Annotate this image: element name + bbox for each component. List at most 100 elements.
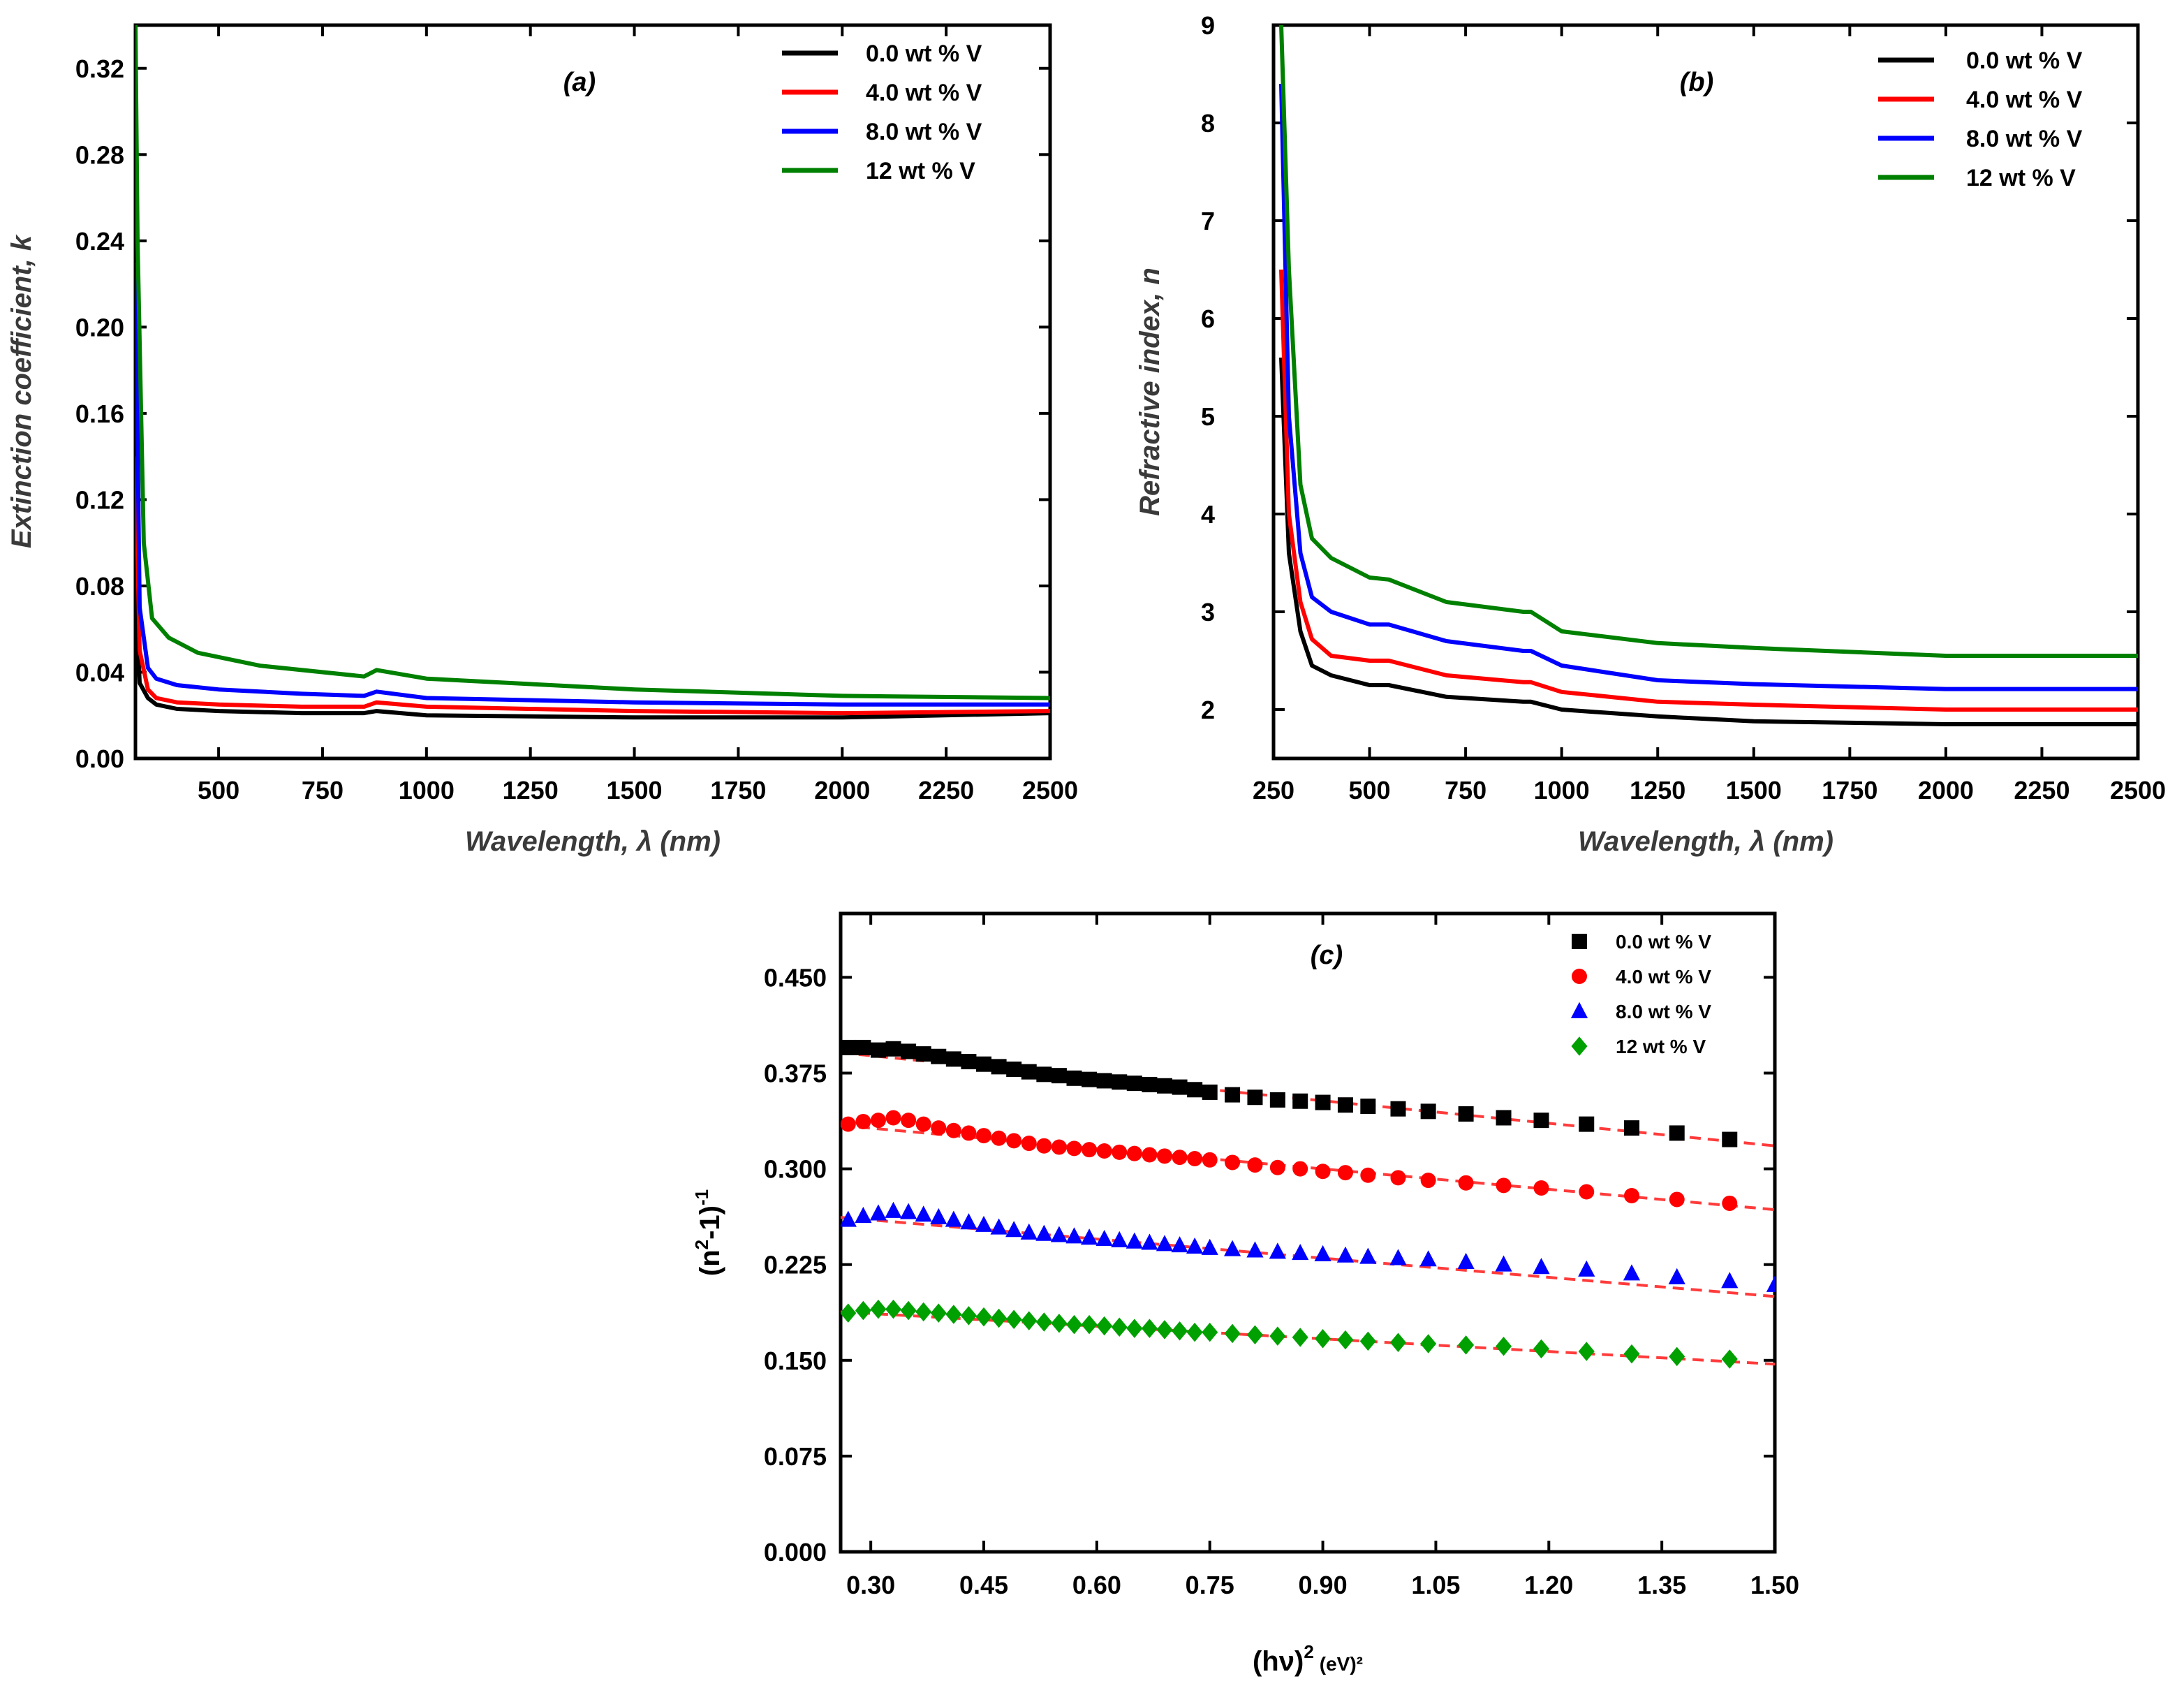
x-tick-label: 1500 <box>606 776 662 805</box>
x-tick-label: 1.05 <box>1411 1571 1460 1599</box>
data-point <box>1496 1110 1512 1126</box>
legend-label: 8.0 wt % V <box>1966 126 2083 152</box>
data-point <box>841 1210 857 1227</box>
data-point <box>1669 1191 1685 1208</box>
data-point <box>901 1043 917 1059</box>
data-point <box>869 1204 887 1221</box>
data-point <box>1579 1184 1595 1200</box>
x-tick-label: 1.50 <box>1750 1571 1799 1599</box>
data-point <box>1186 1322 1203 1342</box>
x-tick-label: 750 <box>1445 776 1486 805</box>
data-point <box>1420 1103 1436 1120</box>
x-tick-label: 0.30 <box>846 1571 895 1599</box>
data-point <box>1035 1224 1053 1241</box>
x-tick-label: 2250 <box>918 776 974 805</box>
x-tick-label: 1.20 <box>1524 1571 1573 1599</box>
data-point <box>930 1303 947 1323</box>
data-point <box>1202 1152 1218 1168</box>
data-point <box>1111 1317 1128 1337</box>
y-tick-label: 0.12 <box>75 485 124 514</box>
data-point <box>1126 1232 1143 1249</box>
data-point <box>991 1059 1007 1075</box>
data-point <box>870 1299 887 1319</box>
data-point <box>1269 1242 1286 1259</box>
data-point <box>1669 1347 1685 1367</box>
data-point <box>945 1305 962 1324</box>
y-axis-label: Refractive index, n <box>1135 267 1165 516</box>
data-point <box>1021 1136 1037 1152</box>
data-point <box>1389 1333 1407 1352</box>
x-tick-label: 2500 <box>2110 776 2166 805</box>
data-point <box>1225 1087 1241 1103</box>
data-point <box>1314 1245 1331 1261</box>
x-tick-label: 1750 <box>710 776 766 805</box>
data-point <box>841 1039 856 1055</box>
x-tick-label: 250 <box>1253 776 1294 805</box>
y-tick-label: 0.08 <box>75 572 124 601</box>
data-point <box>1156 1235 1174 1252</box>
x-tick-label: 500 <box>198 776 239 805</box>
data-point <box>1359 1331 1376 1351</box>
data-point <box>1156 1320 1173 1340</box>
x-tick-label: 1000 <box>399 776 455 805</box>
x-axis-label: Wavelength, λ (nm) <box>1578 826 1833 857</box>
data-point <box>1172 1079 1188 1095</box>
data-point <box>1623 1264 1641 1281</box>
data-point <box>1246 1325 1264 1344</box>
data-point <box>991 1130 1007 1146</box>
data-point <box>931 1048 947 1064</box>
data-point <box>1187 1150 1203 1166</box>
x-tick-label: 2000 <box>1918 776 1974 805</box>
data-point <box>1766 1275 1775 1292</box>
x-tick-label: 1750 <box>1822 776 1877 805</box>
data-point <box>1066 1140 1082 1157</box>
data-point <box>1722 1131 1738 1147</box>
legend-label: 0.0 wt % V <box>1966 47 2083 74</box>
data-point <box>1202 1084 1218 1100</box>
x-tick-label: 1250 <box>1630 776 1685 805</box>
y-tick-label: 0.225 <box>764 1251 827 1279</box>
data-point <box>841 1303 857 1323</box>
data-point <box>1457 1252 1475 1269</box>
data-point <box>1112 1144 1128 1160</box>
data-point <box>1171 1236 1188 1253</box>
x-tick-label: 1250 <box>503 776 559 805</box>
data-point <box>930 1208 947 1224</box>
y-tick-label: 0.150 <box>764 1347 827 1375</box>
data-point <box>1495 1255 1512 1272</box>
data-point <box>915 1302 932 1322</box>
x-axis-label-unit: (eV)² <box>1320 1653 1363 1675</box>
data-point <box>1336 1246 1355 1263</box>
data-point <box>1051 1314 1068 1333</box>
data-point <box>1126 1319 1143 1338</box>
data-point <box>1066 1070 1082 1086</box>
data-point <box>1360 1099 1376 1115</box>
data-point <box>1533 1113 1549 1129</box>
x-tick-label: 1.35 <box>1637 1571 1686 1599</box>
y-tick-label: 5 <box>1201 402 1215 431</box>
data-point <box>1201 1238 1218 1255</box>
data-point <box>1623 1120 1639 1136</box>
data-point <box>1224 1323 1241 1344</box>
data-point <box>1081 1314 1098 1335</box>
plot-frame <box>1271 23 2140 761</box>
x-tick-label: 2500 <box>1022 776 1078 805</box>
panel-label: (a) <box>563 68 596 97</box>
data-point <box>915 1046 931 1062</box>
data-point <box>1292 1244 1309 1261</box>
y-axis-label-mid: -1) <box>695 1205 725 1240</box>
y-axis-label: (n2-1)-1 <box>691 1189 725 1276</box>
data-point <box>945 1122 961 1138</box>
y-tick-label: 0.32 <box>75 54 124 83</box>
data-point <box>1668 1268 1685 1284</box>
y-tick-label: 9 <box>1201 11 1215 40</box>
y-tick-label: 0.28 <box>75 140 124 169</box>
y-tick-label: 0.000 <box>764 1538 827 1566</box>
y-tick-label: 6 <box>1201 304 1215 333</box>
data-point <box>1359 1247 1377 1264</box>
data-point <box>975 1307 992 1327</box>
data-point <box>1223 1240 1241 1256</box>
fit-line <box>841 1051 1775 1147</box>
data-point <box>945 1051 961 1067</box>
